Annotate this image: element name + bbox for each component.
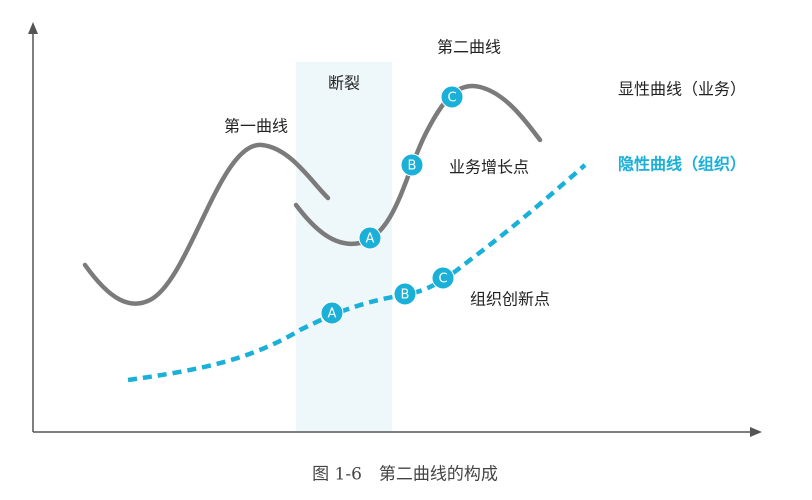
implicit-curve-label: 隐性曲线（组织） [618,155,746,174]
organization-markers: A B C [320,266,455,325]
marker-label: B [401,288,410,303]
first-curve [82,142,331,306]
second-curve-label: 第二曲线 [437,38,501,57]
marker [400,153,424,177]
break-zone [296,62,392,432]
second-curve [293,83,543,247]
marker [440,85,464,109]
marker-label: C [447,91,456,106]
break-label: 断裂 [328,74,360,93]
marker [320,301,344,325]
marker-label: A [366,232,375,247]
org-innovation-label: 组织创新点 [470,290,550,309]
business-growth-label: 业务增长点 [449,158,529,177]
marker [393,282,417,306]
marker-label: A [328,307,337,322]
caption: 图 1-6 第二曲线的构成 [312,465,498,485]
explicit-curve-label: 显性曲线（业务） [618,80,746,99]
marker-label: B [408,159,417,174]
business-markers: A B C [358,85,464,250]
marker [358,226,382,250]
axes [28,22,762,437]
marker-label: C [438,272,447,287]
marker [431,266,455,290]
first-curve-label: 第一曲线 [224,117,288,136]
